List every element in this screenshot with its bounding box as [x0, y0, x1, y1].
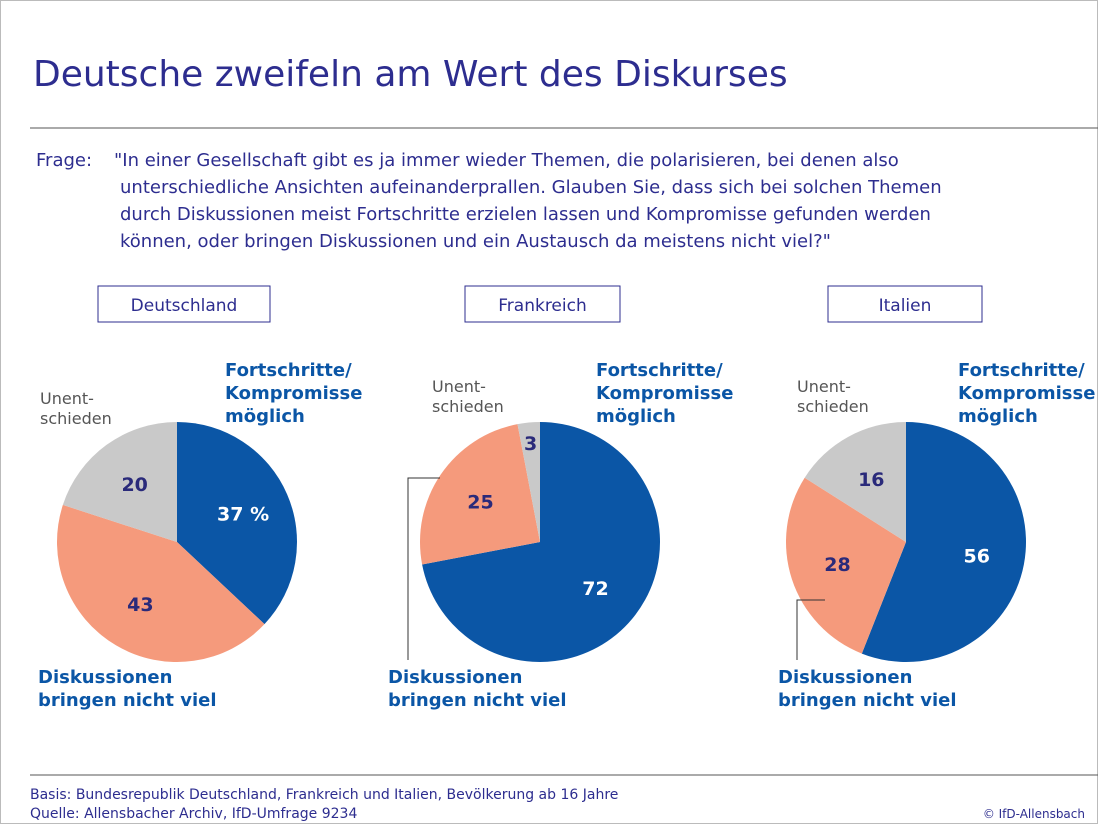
pie-slice [177, 422, 297, 625]
category-label: Unent-schieden [797, 377, 869, 416]
category-label: Unent-schieden [432, 377, 504, 416]
category-label: Diskussionen bringen nicht viel [38, 667, 217, 711]
value-label: 25 [467, 492, 493, 514]
leader-line [407, 477, 440, 660]
country-box [827, 285, 983, 323]
country-label: Frankreich [498, 296, 587, 316]
value-label: 37 % [217, 503, 269, 525]
pie-slice [861, 422, 1026, 662]
pie-slice [804, 422, 906, 542]
value-label: 16 [858, 469, 884, 491]
question-line: unterschiedliche Ansichten aufeinanderpr… [120, 177, 942, 198]
question-line: "In einer Gesellschaft gibt es ja immer … [114, 150, 899, 171]
category-label: Fortschritte/Kompromisse möglich [596, 360, 733, 427]
country-label: Deutschland [131, 296, 238, 316]
leader-line [796, 599, 825, 660]
category-label: Diskussionen bringen nicht viel [388, 667, 567, 711]
pie-slice [57, 504, 265, 662]
pie-slice [422, 422, 661, 662]
pie-slice [420, 424, 540, 565]
pie-slice [786, 477, 906, 654]
country-label: Italien [879, 296, 932, 316]
category-label: Fortschritte/Kompromisse möglich [225, 360, 362, 427]
value-label: 72 [582, 578, 608, 600]
footnote: Basis: Bundesrepublik Deutschland, Frank… [30, 787, 618, 803]
category-label: Diskussionen bringen nicht viel [778, 667, 957, 711]
title: Deutsche zweifeln am Wert des Diskurses [33, 54, 788, 95]
value-label: 3 [524, 433, 537, 455]
question-label: Frage: [36, 150, 92, 171]
footnote: Quelle: Allensbacher Archiv, IfD-Umfrage… [30, 806, 357, 822]
pie-slice [62, 422, 178, 542]
value-label: 28 [824, 554, 850, 576]
question-line: können, oder bringen Diskussionen und ei… [120, 231, 831, 252]
category-label: Fortschritte/Kompromisse möglich [958, 360, 1095, 427]
country-box [97, 285, 271, 323]
value-label: 20 [121, 474, 147, 496]
country-box [464, 285, 621, 323]
value-label: 56 [963, 545, 989, 567]
copyright: © IfD-Allensbach [983, 807, 1085, 821]
category-label: Unent-schieden [40, 389, 112, 428]
value-label: 43 [127, 594, 153, 616]
pie-slice [517, 422, 540, 542]
question-line: durch Diskussionen meist Fortschritte er… [120, 204, 931, 225]
